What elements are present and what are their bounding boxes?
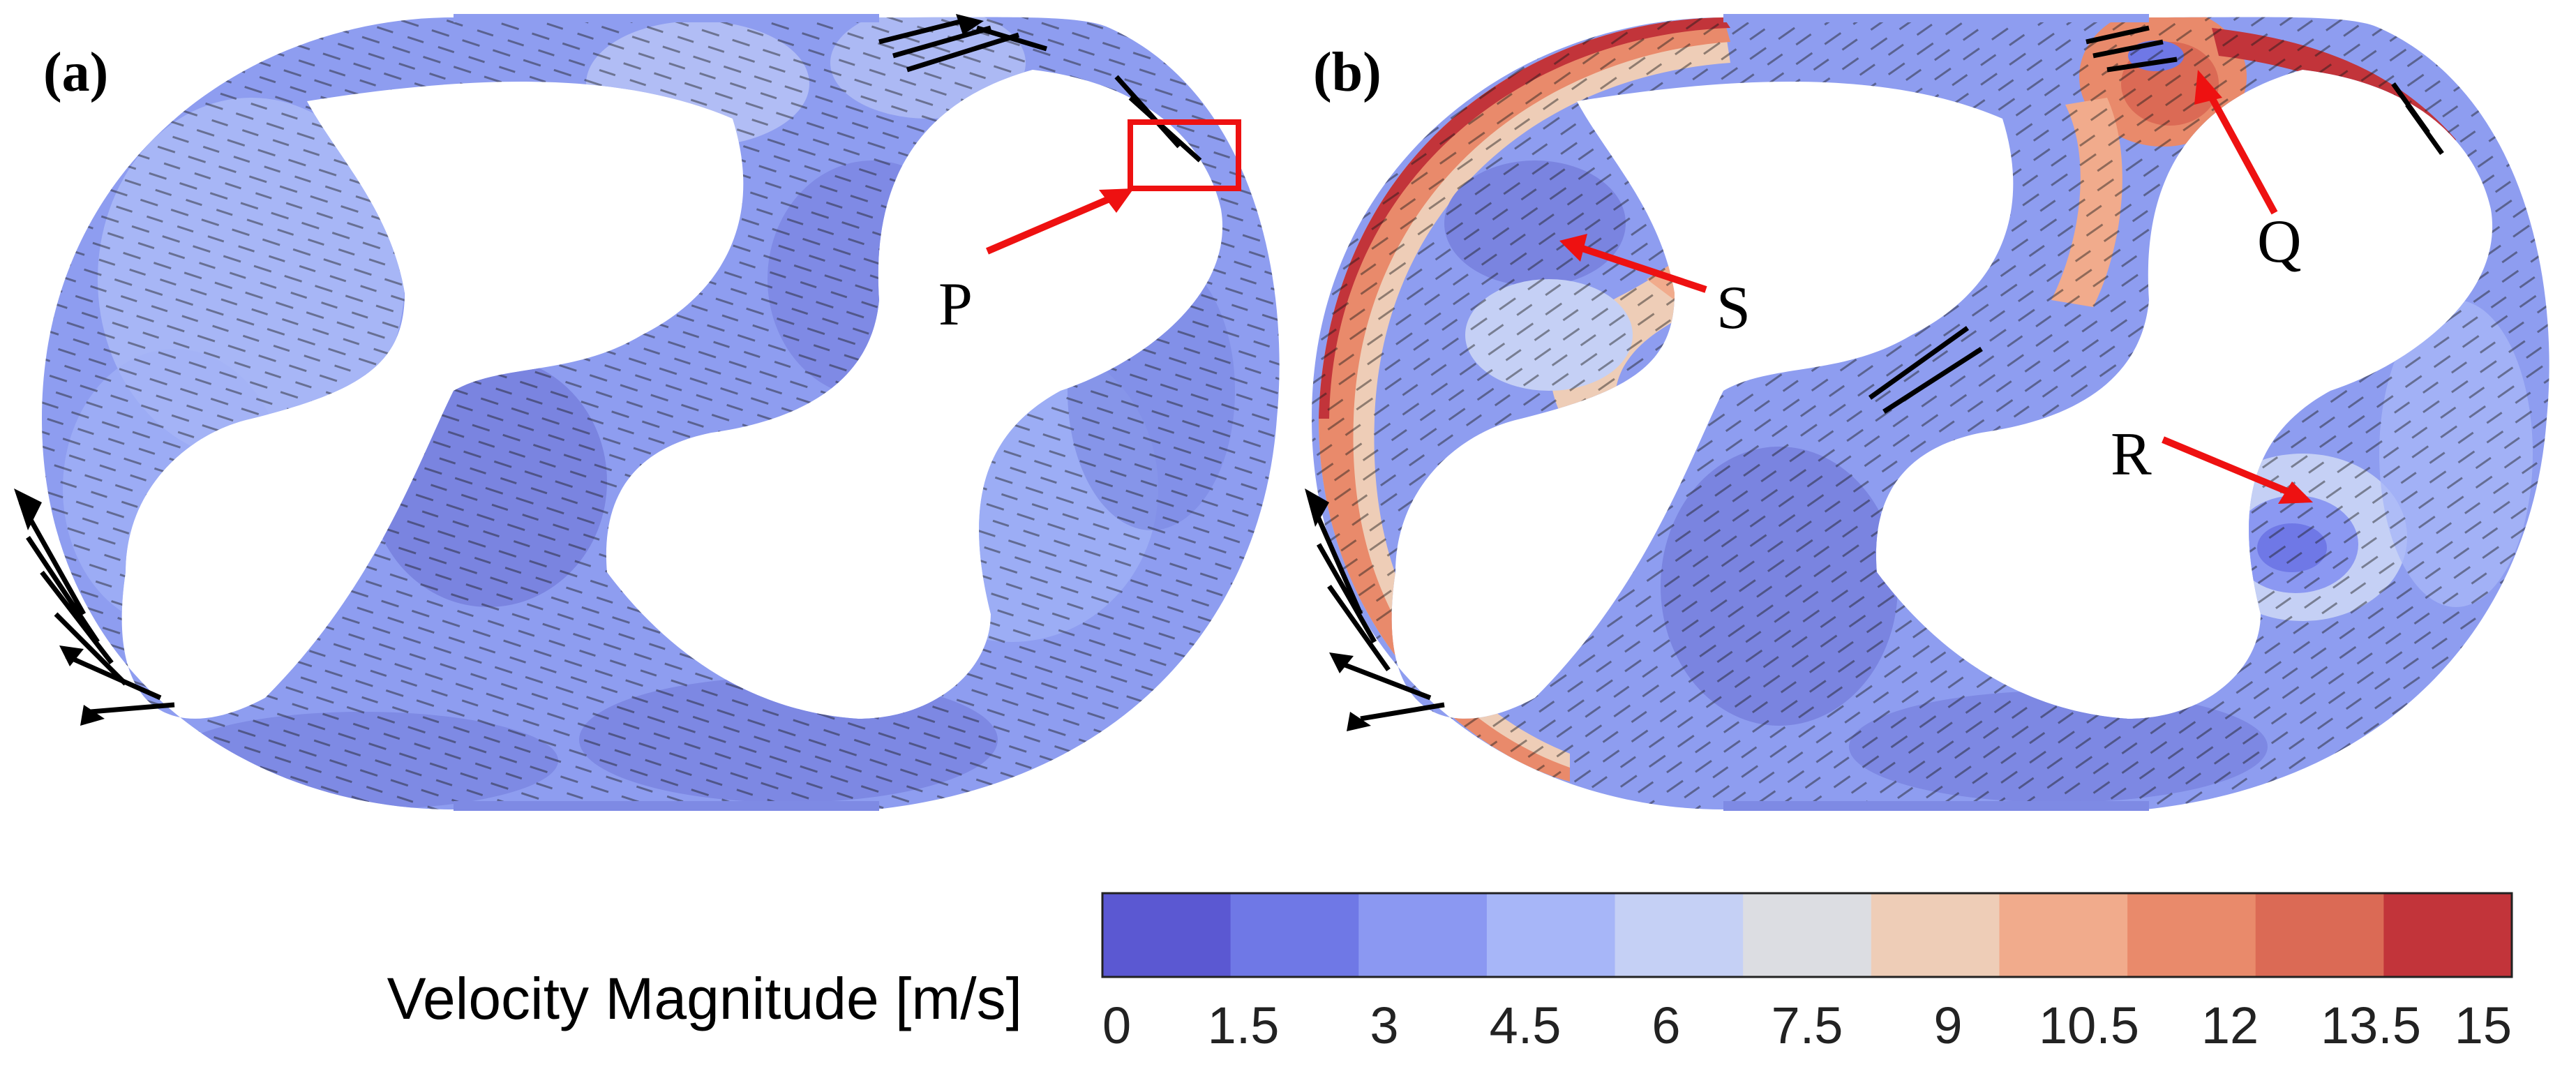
panel-a-contour	[42, 17, 1280, 809]
panel-b: (b) Q S R	[1305, 14, 2549, 811]
colorbar-ticks: 0 1.5 3 4.5 6 7.5 9 10.5 12 13.5 15	[1102, 996, 2512, 1054]
panel-a-leak-vectors	[14, 14, 1202, 726]
panel-b-contour	[1312, 17, 2549, 809]
panel-b-tab-bottom	[1723, 801, 2149, 811]
colorbar-tick-label: 6	[1652, 996, 1680, 1054]
annotation-p: P	[938, 271, 973, 338]
panel-a-tab-bottom	[454, 801, 879, 811]
s-arrow-line	[1579, 244, 1707, 293]
colorbar-tick-label: 15	[2455, 996, 2512, 1054]
colorbar-swatch	[1871, 893, 2000, 977]
colorbar-swatch	[1358, 893, 1488, 977]
panel-a-label: (a)	[43, 42, 108, 103]
colorbar-tick-label: 3	[1370, 996, 1398, 1054]
colorbar-tick-label: 7.5	[1772, 996, 1843, 1054]
p-highlight-box	[1128, 119, 1241, 191]
panel-b-leak-vectors	[1305, 25, 2444, 731]
annotation-q: Q	[2257, 208, 2302, 276]
colorbar-swatch	[1999, 893, 2128, 977]
colorbar-tick-label: 4.5	[1490, 996, 1562, 1054]
colorbar-swatch	[2127, 893, 2256, 977]
panel-a: (a) P	[14, 14, 1280, 811]
p-arrowhead	[1099, 188, 1134, 213]
colorbar-swatch	[1615, 893, 1744, 977]
colorbar-tick-label: 9	[1933, 996, 1962, 1054]
panel-b-tab-top	[1723, 14, 2149, 22]
r-arrowhead	[2278, 481, 2313, 504]
colorbar-swatch	[1486, 893, 1616, 977]
q-arrowhead	[2194, 70, 2222, 105]
colorbar-title: Velocity Magnitude [m/s]	[387, 966, 1022, 1031]
colorbar-swatch	[1102, 893, 1231, 977]
colorbar-tick-label: 0	[1102, 996, 1131, 1054]
colorbar-tick-label: 10.5	[2039, 996, 2139, 1054]
r-arrow-line	[2162, 436, 2290, 495]
s-arrowhead	[1559, 234, 1587, 262]
annotation-s: S	[1716, 274, 1751, 342]
colorbar-swatches	[1102, 893, 2513, 977]
colorbar-frame	[1101, 892, 2513, 978]
colorbar: Velocity Magnitude [m/s] 0 1.5 3 4.5 6 7.5 9 10…	[387, 892, 2513, 1054]
colorbar-swatch	[2383, 893, 2513, 977]
panel-a-tab-top	[454, 14, 879, 22]
p-arrow-line	[986, 195, 1111, 255]
panel-b-label: (b)	[1313, 42, 1381, 103]
q-arrow-line	[2208, 96, 2278, 215]
colorbar-tick-label: 13.5	[2321, 996, 2421, 1054]
colorbar-tick-label: 12	[2201, 996, 2259, 1054]
colorbar-swatch	[1743, 893, 1872, 977]
colorbar-swatch	[2255, 893, 2384, 977]
colorbar-tick-label: 1.5	[1208, 996, 1280, 1054]
annotation-r: R	[2111, 421, 2152, 488]
colorbar-swatch	[1230, 893, 1359, 977]
